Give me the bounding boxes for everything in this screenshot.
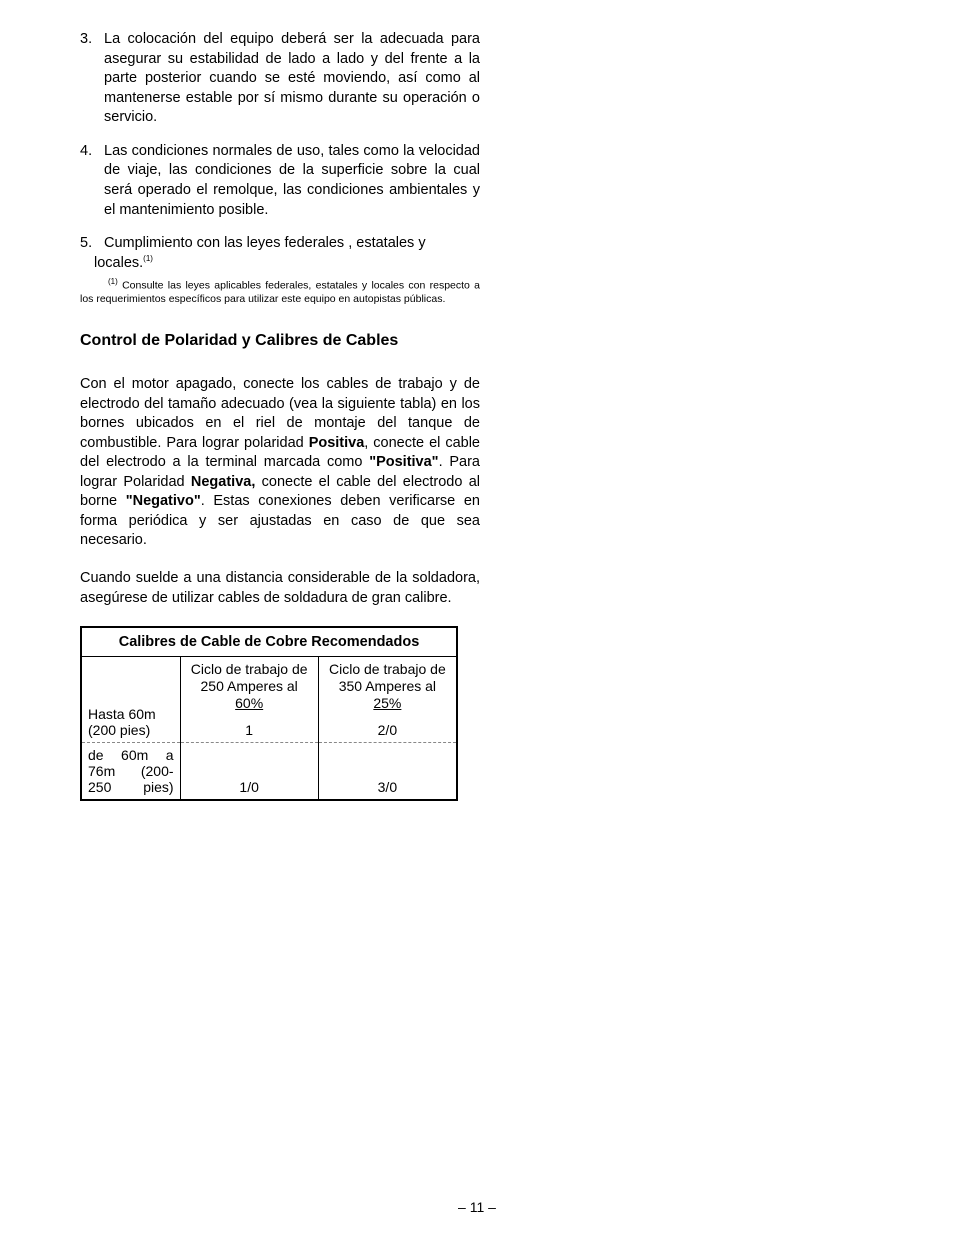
footnote: (1) Consulte las leyes aplicables federa… (80, 277, 480, 307)
table-cell: Hasta 60m (200 pies) (81, 657, 180, 742)
section-heading: Control de Polaridad y Calibres de Cable… (80, 332, 480, 350)
table-cell: Ciclo de trabajo de 350 Amperes al 25% 2… (318, 657, 457, 742)
list-item-4: 4. Las condiciones normales de uso, tale… (80, 142, 480, 220)
list-text-cont: locales. (94, 255, 143, 271)
paragraph-2: Cuando suelde a una distancia considerab… (80, 569, 480, 608)
table-row: de 60m a 76m (200-250 pies) 1/0 3/0 (81, 742, 457, 800)
table-cell: 3/0 (318, 742, 457, 800)
page-number: – 11 – (0, 1199, 954, 1215)
list-item-3: 3. La colocación del equipo deberá ser l… (80, 30, 480, 128)
document-page: 3. La colocación del equipo deberá ser l… (0, 0, 954, 1235)
table-title: Calibres de Cable de Cobre Recomendados (81, 627, 457, 657)
footnote-text: Consulte las leyes aplicables federales,… (80, 280, 480, 306)
paragraph-1: Con el motor apagado, conecte los cables… (80, 375, 480, 551)
footnote-sup: (1) (108, 277, 118, 286)
list-text: Las condiciones normales de uso, tales c… (104, 142, 480, 220)
cable-table: Calibres de Cable de Cobre Recomendados … (80, 626, 458, 800)
list-number: 4. (80, 142, 104, 220)
table-cell: Ciclo de trabajo de 250 Amperes al 60% 1 (180, 657, 318, 742)
table-row: Hasta 60m (200 pies) Ciclo de trabajo de… (81, 657, 457, 742)
table-cell: 1/0 (180, 742, 318, 800)
list-text: La colocación del equipo deberá ser la a… (104, 30, 480, 128)
table-title-row: Calibres de Cable de Cobre Recomendados (81, 627, 457, 657)
list-text: Cumplimiento con las leyes federales , e… (104, 234, 480, 254)
superscript-ref: (1) (143, 254, 153, 263)
table-cell: de 60m a 76m (200-250 pies) (81, 742, 180, 800)
list-number: 3. (80, 30, 104, 128)
list-number: 5. (80, 234, 104, 254)
list-item-5: 5. Cumplimiento con las leyes federales … (80, 234, 480, 273)
content-column: 3. La colocación del equipo deberá ser l… (80, 30, 480, 801)
